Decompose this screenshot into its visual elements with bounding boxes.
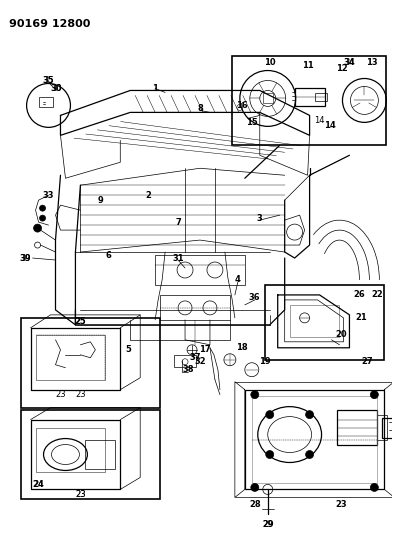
Text: 38: 38 <box>182 365 194 374</box>
Text: 4: 4 <box>235 276 241 285</box>
Text: 36: 36 <box>249 294 261 302</box>
Bar <box>36 335 105 379</box>
Bar <box>245 390 384 489</box>
Text: 15: 15 <box>246 118 258 127</box>
Text: 23: 23 <box>336 500 347 509</box>
Text: 8: 8 <box>197 104 203 113</box>
Text: 35: 35 <box>43 76 54 85</box>
Text: 34: 34 <box>344 58 355 67</box>
Text: 16: 16 <box>236 101 248 110</box>
Circle shape <box>266 450 274 458</box>
Circle shape <box>266 410 274 418</box>
Text: 22: 22 <box>371 290 383 300</box>
Text: 29: 29 <box>263 520 273 529</box>
Text: 19: 19 <box>259 357 270 366</box>
Text: 34: 34 <box>343 58 355 67</box>
Text: 5: 5 <box>125 345 131 354</box>
Text: 24: 24 <box>33 480 44 489</box>
Text: 2: 2 <box>145 191 151 200</box>
Circle shape <box>251 483 259 491</box>
Text: 10: 10 <box>264 58 275 67</box>
Text: 7: 7 <box>175 217 181 227</box>
Text: 90169 12800: 90169 12800 <box>9 19 90 29</box>
Text: 6: 6 <box>105 251 111 260</box>
Bar <box>174 355 196 367</box>
Bar <box>338 410 377 445</box>
Text: 9: 9 <box>97 196 103 205</box>
Bar <box>295 88 325 107</box>
Text: 21: 21 <box>356 313 367 322</box>
Text: 18: 18 <box>236 343 248 352</box>
Text: 37: 37 <box>189 353 201 362</box>
Circle shape <box>251 391 259 399</box>
Circle shape <box>40 205 46 211</box>
Bar <box>265 285 384 360</box>
Text: 30: 30 <box>51 84 62 93</box>
Circle shape <box>40 215 46 221</box>
Bar <box>39 98 53 108</box>
Circle shape <box>306 410 314 418</box>
Circle shape <box>306 450 314 458</box>
Text: 14: 14 <box>324 121 335 130</box>
Text: 23: 23 <box>55 390 66 399</box>
Text: 13: 13 <box>365 58 377 67</box>
Text: 26: 26 <box>354 290 365 300</box>
Text: 31: 31 <box>172 254 184 263</box>
Bar <box>36 427 105 472</box>
Text: 14: 14 <box>314 116 325 125</box>
Text: 23: 23 <box>75 490 86 499</box>
Bar <box>377 415 387 440</box>
Bar <box>20 410 160 499</box>
Bar <box>160 295 230 320</box>
Text: 25: 25 <box>75 317 86 326</box>
Bar <box>85 440 115 470</box>
Text: 17: 17 <box>199 345 211 354</box>
Text: 23: 23 <box>75 490 86 499</box>
Text: 12: 12 <box>336 64 347 73</box>
Text: 39: 39 <box>20 254 31 263</box>
Text: 23: 23 <box>75 390 86 399</box>
Text: 25: 25 <box>75 317 86 326</box>
Circle shape <box>370 391 378 399</box>
Bar <box>263 93 273 103</box>
Text: 33: 33 <box>43 191 54 200</box>
Text: 30: 30 <box>51 84 62 93</box>
Text: 29: 29 <box>262 520 274 529</box>
Text: 32: 32 <box>194 357 206 366</box>
Text: 1: 1 <box>152 84 158 93</box>
Text: 24: 24 <box>33 480 44 489</box>
Text: 35: 35 <box>43 76 54 85</box>
Circle shape <box>33 224 42 232</box>
Text: 27: 27 <box>362 357 373 366</box>
Text: 28: 28 <box>249 500 261 509</box>
Text: 3: 3 <box>257 214 263 223</box>
Bar <box>155 255 245 285</box>
Bar <box>232 55 386 146</box>
Text: 20: 20 <box>336 330 347 340</box>
Bar <box>314 93 327 101</box>
Bar <box>382 417 393 438</box>
Text: 39: 39 <box>20 254 31 263</box>
Bar <box>290 305 340 337</box>
Circle shape <box>370 483 378 491</box>
Bar <box>252 395 377 483</box>
Text: 11: 11 <box>302 61 314 70</box>
Bar <box>20 318 160 408</box>
